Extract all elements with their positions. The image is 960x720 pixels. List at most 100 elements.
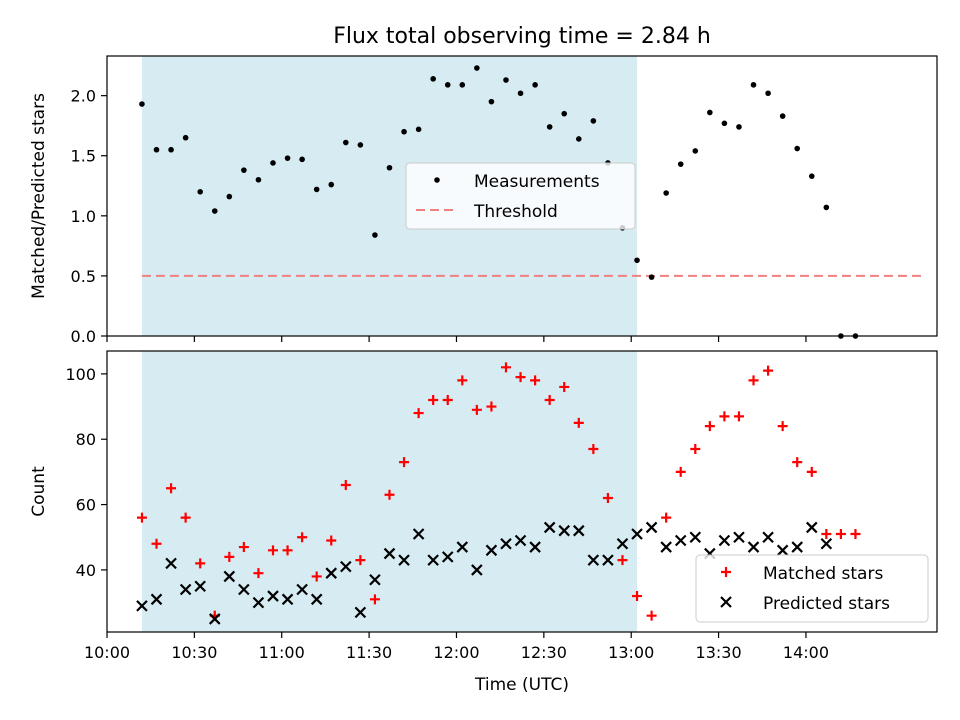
matched-star-point (588, 444, 599, 455)
x-axis-label: Time (UTC) (474, 675, 569, 695)
measurement-point (284, 155, 291, 161)
measurement-point (299, 156, 305, 163)
measurement-point (241, 167, 247, 173)
predicted-star-point (354, 606, 367, 619)
measurement-point (794, 145, 801, 152)
predicted-star-point (733, 531, 745, 544)
measurement-point (707, 109, 713, 116)
top-y-tick-label: 1.0 (71, 207, 96, 226)
top-y-tick-label: 0.0 (71, 327, 96, 346)
predicted-star-point (791, 541, 803, 553)
measurement-point (328, 181, 335, 188)
measurement-point (765, 90, 771, 97)
bottom-y-tick-label: 100 (65, 365, 96, 384)
matched-star-point (850, 528, 861, 539)
measurement-point (372, 232, 378, 238)
predicted-star-point (587, 554, 600, 566)
predicted-star-point (383, 547, 396, 560)
predicted-star-point (529, 541, 541, 553)
matched-star-point (326, 535, 337, 546)
bottom-axes-frame (106, 350, 938, 633)
predicted-star-point (543, 521, 556, 534)
predicted-star-point (805, 521, 818, 534)
predicted-star-point (500, 538, 512, 550)
matched-star-point (792, 457, 803, 468)
measurement-point (226, 193, 233, 200)
bottom-y-tick-label: 60 (76, 496, 96, 515)
predicted-star-point (747, 541, 760, 553)
measurement-point (182, 134, 189, 141)
matched-star-point (369, 594, 380, 605)
predicted-star-point (573, 524, 585, 537)
predicted-star-point (165, 557, 177, 570)
matched-star-point (136, 512, 147, 523)
matched-star-point (195, 558, 206, 569)
matched-star-point (457, 375, 468, 386)
predicted-star-point (223, 570, 236, 583)
predicted-star-point (485, 544, 498, 557)
bottom-series-predicted-stars (136, 521, 833, 625)
bottom-panel-counts: 40 60 80 100 10:00 10:30 11:00 11:30 12:00 12:30 1… (29, 350, 938, 695)
predicted-star-point (616, 538, 629, 550)
predicted-star-point (281, 593, 294, 606)
matched-star-point (384, 489, 395, 500)
x-tick-label: 12:30 (521, 643, 567, 662)
legend-label-measurements: Measurements (474, 172, 600, 192)
matched-star-point (311, 571, 322, 582)
matched-star-point (835, 528, 846, 539)
chart-title: Flux total observing time = 2.84 h (333, 24, 711, 49)
measurement-point (313, 186, 320, 193)
bottom-y-axis-label: Count (29, 466, 49, 517)
predicted-star-point (762, 531, 774, 544)
matched-star-point (471, 404, 482, 415)
matched-star-point (806, 466, 817, 477)
measurement-point (779, 113, 786, 119)
top-axes-frame (106, 55, 938, 337)
matched-star-point (530, 375, 541, 386)
predicted-star-point (427, 554, 439, 566)
x-tick-label: 10:00 (84, 643, 130, 662)
predicted-star-point (325, 567, 338, 579)
matched-star-point (253, 568, 264, 579)
matched-star-point (340, 479, 351, 490)
measurement-point (197, 188, 203, 195)
x-tick-label: 11:30 (346, 643, 392, 662)
matched-star-point (690, 444, 701, 455)
predicted-star-point (252, 596, 265, 609)
measurement-point (343, 139, 349, 146)
predicted-star-point (514, 534, 527, 547)
matched-star-point (515, 372, 526, 383)
predicted-star-point (471, 564, 483, 576)
predicted-star-point (150, 593, 163, 606)
measurement-point (488, 98, 495, 105)
measurement-point (139, 101, 145, 107)
legend-label-matched: Matched stars (763, 564, 883, 584)
predicted-star-point (398, 554, 410, 566)
matched-star-point (355, 555, 366, 566)
x-tick-label: 12:00 (433, 643, 479, 662)
measurement-point (648, 274, 655, 280)
top-y-tick-label: 1.5 (71, 147, 96, 166)
matched-star-point (632, 591, 643, 602)
measurement-point (459, 82, 466, 88)
matched-star-point (166, 483, 177, 494)
predicted-star-point (208, 613, 221, 625)
measurement-point (430, 76, 436, 82)
predicted-star-point (776, 544, 789, 557)
matched-star-point (238, 542, 249, 553)
measurement-point (561, 110, 568, 117)
measurement-point (153, 146, 160, 153)
matched-star-point (675, 466, 686, 477)
matched-star-point (297, 532, 308, 543)
predicted-star-point (645, 521, 658, 534)
measurement-point (634, 257, 640, 264)
predicted-star-point (602, 554, 614, 566)
predicted-star-point (631, 528, 643, 540)
predicted-star-point (238, 583, 250, 596)
matched-star-point (413, 408, 424, 419)
measurement-point (401, 128, 407, 135)
matched-star-point (428, 395, 439, 406)
measurement-point (721, 120, 728, 127)
predicted-star-point (820, 538, 833, 550)
